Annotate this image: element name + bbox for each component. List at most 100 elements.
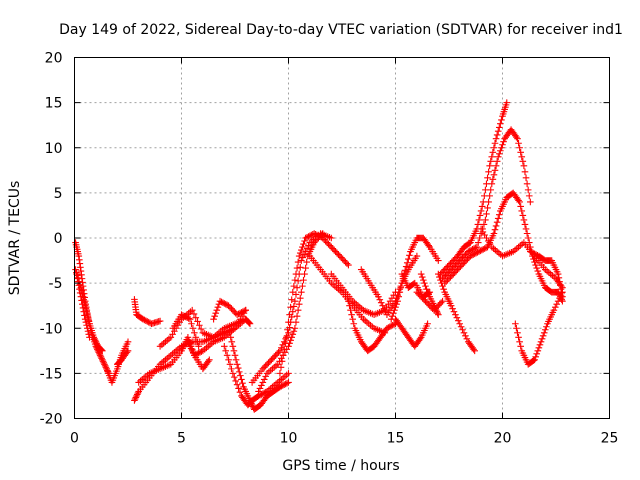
- data-point: [294, 258, 302, 266]
- data-point: [222, 300, 230, 308]
- data-point: [513, 324, 520, 332]
- data-point: [190, 310, 198, 318]
- data-point: [375, 293, 382, 300]
- data-point: [300, 251, 308, 258]
- data-point: [450, 263, 458, 270]
- data-point: [102, 364, 110, 371]
- data-point: [518, 153, 526, 161]
- data-point: [290, 282, 298, 290]
- data-point: [285, 370, 292, 377]
- data-point: [494, 153, 502, 161]
- data-point: [225, 356, 232, 364]
- data-point: [460, 329, 468, 337]
- data-point: [228, 365, 235, 373]
- data-point: [385, 324, 392, 331]
- data-point: [263, 361, 271, 368]
- data-point: [528, 248, 536, 256]
- data-point: [556, 294, 563, 302]
- data-point: [444, 269, 452, 276]
- data-point: [260, 376, 268, 383]
- data-point: [487, 157, 495, 165]
- data-point: [493, 157, 501, 165]
- data-point: [491, 167, 499, 174]
- data-point: [495, 211, 503, 218]
- data-point: [559, 293, 566, 300]
- data-point: [442, 264, 450, 272]
- data-point: [245, 318, 252, 326]
- data-point: [452, 267, 460, 275]
- data-point: [486, 192, 493, 200]
- data-point: [227, 333, 235, 341]
- data-point: [495, 124, 503, 131]
- data-point: [229, 370, 237, 377]
- data-point: [401, 267, 409, 274]
- data-point: [284, 326, 291, 334]
- data-point: [74, 274, 81, 282]
- series-track-14: [227, 333, 292, 413]
- data-point: [325, 240, 332, 248]
- data-point: [532, 251, 540, 258]
- data-point: [542, 326, 549, 334]
- data-point: [302, 264, 309, 272]
- data-point: [491, 226, 499, 234]
- data-point: [379, 302, 386, 309]
- data-point: [228, 305, 235, 312]
- data-point: [446, 267, 454, 275]
- data-point: [450, 308, 458, 316]
- data-point: [495, 150, 503, 158]
- data-point: [310, 230, 318, 237]
- data-point: [235, 368, 243, 376]
- data-point: [97, 346, 105, 353]
- data-point: [214, 303, 222, 311]
- data-point: [382, 308, 389, 316]
- data-point: [521, 168, 529, 176]
- data-point: [491, 139, 499, 147]
- data-point: [445, 275, 453, 282]
- data-point: [238, 309, 245, 316]
- series-track-30: [435, 270, 478, 355]
- data-point: [300, 276, 307, 284]
- data-point: [293, 264, 301, 272]
- data-point: [514, 135, 521, 143]
- data-point: [389, 321, 396, 329]
- data-point: [216, 297, 224, 305]
- data-point: [444, 276, 451, 284]
- data-point: [285, 318, 292, 326]
- data-point: [417, 293, 425, 300]
- data-point: [380, 305, 388, 312]
- data-point: [460, 252, 468, 260]
- data-point: [435, 270, 442, 278]
- data-point: [518, 207, 526, 215]
- data-point: [467, 252, 474, 260]
- series-track-27: [437, 99, 511, 278]
- series-track-1: [72, 239, 113, 377]
- data-point: [489, 148, 497, 156]
- data-point: [477, 207, 485, 215]
- data-point: [455, 264, 463, 272]
- data-point: [218, 298, 225, 306]
- data-point: [447, 260, 454, 267]
- data-point: [347, 306, 354, 314]
- data-point: [405, 255, 412, 263]
- data-point: [523, 230, 531, 237]
- data-point: [230, 373, 238, 381]
- data-point: [525, 192, 533, 200]
- data-point: [517, 203, 524, 210]
- data-point: [556, 282, 564, 289]
- data-point: [538, 335, 546, 343]
- data-point: [531, 250, 538, 258]
- data-point: [530, 357, 537, 364]
- data-point: [301, 237, 308, 245]
- data-point: [447, 302, 455, 309]
- data-point: [91, 336, 99, 344]
- data-point: [303, 245, 311, 252]
- data-point: [86, 333, 93, 341]
- data-point: [323, 239, 331, 246]
- data-point: [540, 329, 548, 337]
- data-point: [219, 299, 227, 306]
- data-point: [196, 349, 204, 356]
- data-point: [475, 216, 483, 224]
- data-point: [319, 234, 327, 242]
- data-point: [236, 388, 244, 396]
- data-point: [100, 359, 108, 367]
